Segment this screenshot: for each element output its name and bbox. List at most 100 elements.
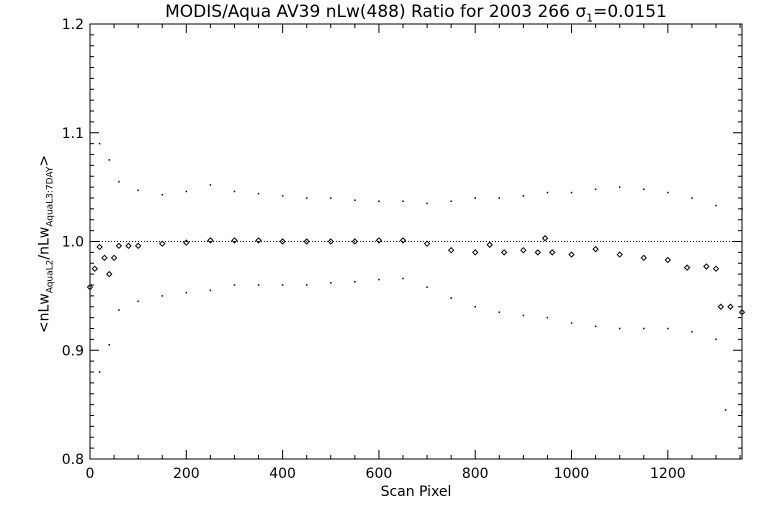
mean-ratio-point xyxy=(727,303,734,310)
y-tick-label: 1.2 xyxy=(62,17,84,33)
lower-envelope-point xyxy=(594,325,597,328)
mean-ratio-point xyxy=(279,238,286,245)
lower-envelope-point xyxy=(161,295,163,297)
lower-envelope-point xyxy=(691,331,693,333)
lower-envelope-point xyxy=(450,297,452,299)
mean-ratio-point xyxy=(134,242,142,250)
lower-envelope-point xyxy=(715,338,717,341)
x-tick-label: 1000 xyxy=(554,466,590,482)
upper-envelope-point xyxy=(691,197,693,199)
mean-ratio-point xyxy=(399,237,407,244)
upper-envelope-point xyxy=(161,193,163,196)
mean-ratio-point xyxy=(101,254,108,262)
mean-ratio-point xyxy=(106,270,113,278)
lower-envelope-point xyxy=(137,300,139,303)
mean-ratio-point xyxy=(486,241,493,248)
mean-ratio-point xyxy=(303,238,310,245)
mean-ratio-point xyxy=(159,240,166,247)
mean-ratio-point xyxy=(351,238,359,245)
mean-ratio-point xyxy=(96,243,103,251)
mean-ratio-point xyxy=(541,235,549,242)
mean-ratio-point xyxy=(375,237,383,244)
lower-envelope-point xyxy=(281,284,284,286)
mean-ratio-point xyxy=(472,249,479,256)
mean-ratio-point xyxy=(616,251,623,258)
lower-envelope-point xyxy=(354,280,356,283)
lower-envelope-point xyxy=(108,344,111,346)
mean-ratio-point xyxy=(717,303,725,310)
lower-envelope-point xyxy=(330,282,332,284)
lower-envelope-point xyxy=(98,371,101,373)
mean-ratio-point xyxy=(534,249,542,256)
mean-ratio-point xyxy=(703,263,710,270)
x-axis-label: Scan Pixel xyxy=(380,484,452,500)
mean-ratio-point xyxy=(568,251,575,258)
mean-ratio-point xyxy=(110,254,118,262)
lower-envelope-point xyxy=(378,278,380,281)
upper-envelope-point xyxy=(378,200,380,203)
lower-envelope-point xyxy=(118,309,120,311)
upper-envelope-point xyxy=(402,200,404,203)
lower-envelope-point xyxy=(257,284,260,286)
lower-envelope-point xyxy=(426,286,428,288)
upper-envelope-point xyxy=(305,197,308,199)
upper-envelope-point xyxy=(618,186,621,188)
upper-envelope-point xyxy=(233,190,236,193)
mean-ratio-point xyxy=(592,245,599,253)
lower-envelope-point xyxy=(498,311,501,313)
lower-envelope-point xyxy=(305,284,308,286)
mean-ratio-point xyxy=(125,242,132,250)
upper-envelope-point xyxy=(185,190,188,193)
mean-ratio-point xyxy=(447,246,455,254)
lower-envelope-point xyxy=(667,327,669,330)
upper-envelope-point xyxy=(741,208,743,210)
x-tick-label: 200 xyxy=(173,466,200,482)
upper-envelope-point xyxy=(522,195,525,197)
mean-ratio-point xyxy=(183,239,190,246)
mean-ratio-point xyxy=(231,237,238,244)
y-axis-label: <nLwAquaL2/nLwAquaL3:7DAY> xyxy=(36,154,56,334)
mean-ratio-point xyxy=(738,308,746,316)
lower-envelope-point xyxy=(402,277,404,280)
x-tick-label: 600 xyxy=(366,466,393,482)
mean-ratio-point xyxy=(640,254,647,262)
mean-ratio-point xyxy=(520,246,527,254)
upper-envelope-point xyxy=(667,191,669,194)
mean-ratio-point xyxy=(664,256,672,264)
upper-envelope-point xyxy=(594,188,597,191)
lower-envelope-point xyxy=(546,316,549,319)
upper-envelope-point xyxy=(354,199,356,201)
upper-envelope-point xyxy=(498,197,501,199)
upper-envelope-point xyxy=(570,191,573,194)
lower-envelope-point xyxy=(522,314,525,317)
x-tick-label: 1200 xyxy=(650,466,686,482)
y-tick-label: 1.1 xyxy=(62,126,84,142)
lower-envelope-point xyxy=(643,327,645,330)
upper-envelope-point xyxy=(118,180,120,183)
chart-title: MODIS/Aqua AV39 nLw(488) Ratio for 2003 … xyxy=(165,2,667,25)
upper-envelope-point xyxy=(643,188,645,191)
upper-envelope-point xyxy=(281,195,284,197)
x-tick-label: 400 xyxy=(269,466,296,482)
lower-envelope-point xyxy=(724,409,727,411)
mean-ratio-point xyxy=(712,265,720,272)
upper-envelope-point xyxy=(257,192,260,195)
upper-envelope-point xyxy=(474,197,476,199)
lower-envelope-point xyxy=(209,289,212,292)
mean-ratio-point xyxy=(423,240,431,247)
x-tick-label: 0 xyxy=(86,466,95,482)
x-tick-label: 800 xyxy=(462,466,489,482)
upper-envelope-point xyxy=(715,204,717,207)
upper-envelope-point xyxy=(450,200,452,203)
lower-envelope-point xyxy=(570,322,573,324)
mean-ratio-point xyxy=(91,265,99,272)
mean-ratio-point xyxy=(207,237,214,244)
mean-ratio-point xyxy=(549,249,556,256)
lower-envelope-point xyxy=(233,284,236,286)
upper-envelope-point xyxy=(426,202,428,205)
lower-envelope-point xyxy=(185,291,188,294)
mean-ratio-point xyxy=(255,237,262,244)
y-tick-label: 1.0 xyxy=(62,235,84,251)
upper-envelope-point xyxy=(209,184,212,186)
